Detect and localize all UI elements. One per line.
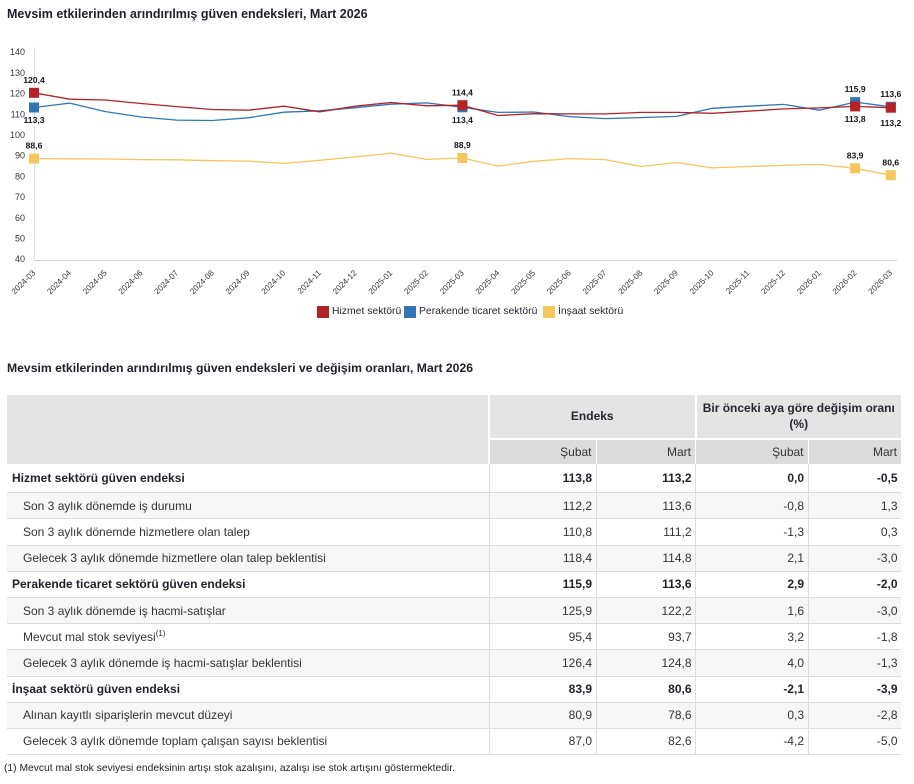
svg-text:2025-05: 2025-05 (510, 268, 538, 296)
svg-text:2024-05: 2024-05 (81, 268, 109, 296)
svg-text:2024-10: 2024-10 (260, 268, 288, 296)
svg-text:60: 60 (15, 213, 25, 223)
svg-text:80,6: 80,6 (882, 157, 899, 167)
svg-text:88,9: 88,9 (454, 140, 471, 150)
svg-text:113,2: 113,2 (880, 118, 901, 128)
svg-text:70: 70 (15, 192, 25, 202)
svg-text:2025-07: 2025-07 (581, 268, 609, 296)
svg-text:2025-06: 2025-06 (545, 268, 573, 296)
svg-text:50: 50 (15, 234, 25, 244)
svg-text:130: 130 (10, 68, 25, 78)
svg-text:113,4: 113,4 (452, 115, 473, 125)
svg-text:2026-03: 2026-03 (867, 268, 895, 296)
svg-text:100: 100 (10, 130, 25, 140)
svg-text:2025-10: 2025-10 (688, 268, 716, 296)
svg-text:140: 140 (10, 47, 25, 57)
svg-text:2025-04: 2025-04 (474, 268, 502, 296)
svg-text:2026-02: 2026-02 (831, 268, 859, 296)
svg-text:2024-11: 2024-11 (296, 268, 323, 295)
svg-text:120,4: 120,4 (23, 75, 45, 85)
svg-text:113,8: 113,8 (845, 114, 866, 124)
svg-text:2025-03: 2025-03 (438, 268, 466, 296)
svg-text:115,9: 115,9 (845, 84, 866, 94)
svg-text:113,3: 113,3 (23, 115, 44, 125)
svg-text:114,4: 114,4 (452, 87, 473, 97)
svg-text:2026-01: 2026-01 (795, 268, 823, 296)
svg-text:2025-11: 2025-11 (724, 268, 751, 295)
svg-text:113,6: 113,6 (880, 89, 901, 99)
svg-text:2024-12: 2024-12 (331, 268, 359, 296)
svg-text:88,6: 88,6 (26, 141, 43, 151)
svg-text:2025-12: 2025-12 (759, 268, 787, 296)
svg-text:90: 90 (15, 151, 25, 161)
svg-text:2024-04: 2024-04 (45, 268, 73, 296)
svg-text:83,9: 83,9 (847, 150, 864, 160)
svg-text:2025-08: 2025-08 (617, 268, 645, 296)
svg-text:2024-08: 2024-08 (188, 268, 216, 296)
svg-text:2025-01: 2025-01 (367, 268, 395, 296)
svg-text:2024-03: 2024-03 (10, 268, 38, 296)
svg-text:2025-02: 2025-02 (402, 268, 430, 296)
svg-text:2024-09: 2024-09 (224, 268, 252, 296)
svg-text:2024-06: 2024-06 (117, 268, 145, 296)
svg-text:110: 110 (11, 109, 25, 119)
svg-text:120: 120 (10, 89, 25, 99)
svg-text:80: 80 (15, 171, 25, 181)
svg-text:40: 40 (15, 254, 25, 264)
svg-text:2025-09: 2025-09 (652, 268, 680, 296)
svg-text:2024-07: 2024-07 (153, 268, 181, 296)
